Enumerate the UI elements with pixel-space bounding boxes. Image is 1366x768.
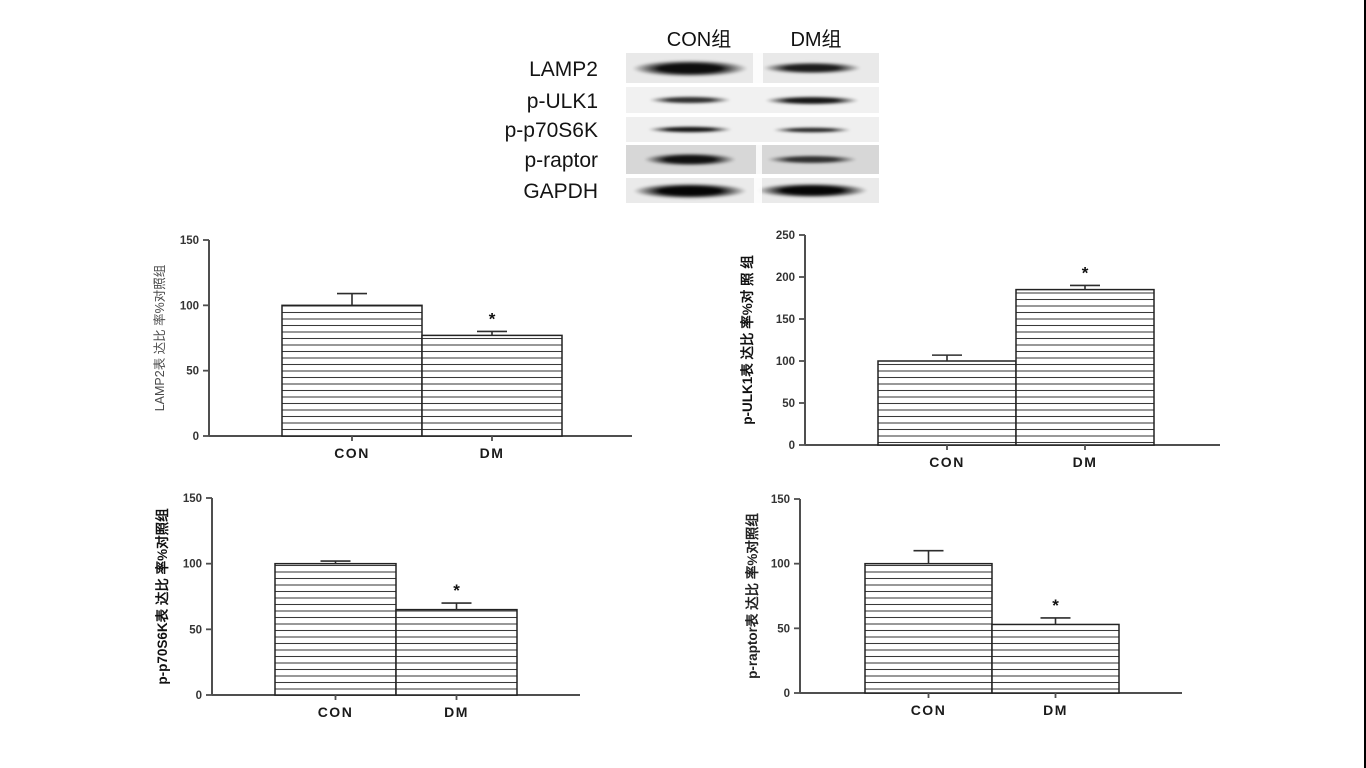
x-category-label-con: CON xyxy=(318,704,354,720)
y-tick-label: 0 xyxy=(196,690,202,702)
blot-label-gapdh: GAPDH xyxy=(523,180,598,203)
blot-rows: LAMP2 p-ULK1 p-p70S6K p-raptor GAPDH xyxy=(480,53,900,203)
right-border-line xyxy=(1364,0,1366,768)
blot-band-gapdh-dm xyxy=(755,183,869,198)
blot-label-p-raptor: p-raptor xyxy=(524,149,598,172)
blot-row-p-ulk1: p-ULK1 xyxy=(480,87,900,113)
significance-asterisk: * xyxy=(489,309,496,328)
y-tick-label: 150 xyxy=(180,235,199,247)
blot-band-p-raptor-con xyxy=(643,153,737,166)
blot-label-p-ulk1: p-ULK1 xyxy=(526,89,598,113)
lane-header-con: CON组 xyxy=(666,29,732,51)
x-category-label-dm: DM xyxy=(1043,702,1068,718)
western-blot-panel: CON组 DM组 LAMP2 p-ULK1 p-p70S6K p-raptor GAPD… xyxy=(480,15,900,215)
bar-dm xyxy=(395,608,518,696)
y-tick-label: 100 xyxy=(183,559,202,571)
y-tick-label: 50 xyxy=(782,398,795,410)
y-axis-title: LAMP2表 达比 率%对照组 xyxy=(152,265,167,412)
significance-asterisk: * xyxy=(453,581,460,600)
bar-chart-con-dm-0: 0 50 100 150 CON * DM LAMP2表 达比 率%对照组 xyxy=(152,235,632,461)
blot-band-gapdh-con xyxy=(632,182,748,199)
blot-band-p-raptor-dm xyxy=(766,155,858,164)
y-tick-label: 150 xyxy=(776,314,795,326)
y-tick-label: 0 xyxy=(784,688,790,700)
y-tick-label: 0 xyxy=(789,440,795,452)
x-category-label-dm: DM xyxy=(1073,454,1098,470)
x-category-label-con: CON xyxy=(929,454,965,470)
y-tick-label: 250 xyxy=(776,230,795,242)
blot-band-p-p70s6k-dm xyxy=(772,126,852,133)
bar-con xyxy=(864,562,993,694)
blot-row-lamp2: LAMP2 xyxy=(480,53,900,83)
blot-row-gapdh: GAPDH xyxy=(480,178,900,203)
bar-chart-con-dm-2: 0 50 100 150 CON * DM p-p70S6K表 达比 率%对照组 xyxy=(154,493,580,720)
blot-strip-p-p70s6k xyxy=(626,117,879,142)
blot-label-lamp2: LAMP2 xyxy=(529,57,598,81)
y-tick-label: 100 xyxy=(180,300,199,312)
y-axis-title: p-p70S6K表 达比 率%对照组 xyxy=(154,508,170,685)
x-category-label-con: CON xyxy=(911,702,947,718)
x-category-label-con: CON xyxy=(334,445,370,461)
y-tick-label: 200 xyxy=(776,272,795,284)
blot-strip-lamp2 xyxy=(626,53,879,83)
significance-asterisk: * xyxy=(1082,263,1089,282)
y-tick-label: 50 xyxy=(189,624,202,636)
blot-strip-gapdh xyxy=(626,178,879,203)
bar-dm xyxy=(1015,288,1155,446)
y-tick-label: 100 xyxy=(771,559,790,571)
bar-con xyxy=(281,304,423,437)
bar-chart-con-dm-1: 0 50 100 150 200 250 CON * DM p-ULK1表 达比 率%对 照 组 xyxy=(739,230,1220,470)
y-axis-title: p-raptor表 达比 率%对照组 xyxy=(744,513,760,679)
x-category-label-dm: DM xyxy=(480,445,505,461)
y-tick-label: 50 xyxy=(186,366,199,378)
blot-band-p-p70s6k-con xyxy=(647,126,733,133)
blot-strip-p-ulk1 xyxy=(626,87,879,113)
blot-band-p-ulk1-dm xyxy=(764,95,860,105)
bar-con xyxy=(274,562,397,696)
bar-chart-con-dm-3: 0 50 100 150 CON * DM p-raptor表 达比 率%对照组 xyxy=(744,494,1182,718)
significance-asterisk: * xyxy=(1052,596,1059,615)
blot-band-lamp2-dm xyxy=(762,62,862,74)
blot-strip-p-raptor xyxy=(626,145,879,174)
blot-row-p-p70s6k: p-p70S6K xyxy=(480,117,900,142)
lane-divider xyxy=(753,53,763,83)
lane-header-dm: DM组 xyxy=(790,29,842,51)
lane-divider xyxy=(756,145,762,174)
y-tick-label: 150 xyxy=(771,494,790,506)
blot-row-p-raptor: p-raptor xyxy=(480,145,900,174)
y-tick-label: 150 xyxy=(183,493,202,505)
blot-band-p-ulk1-con xyxy=(648,96,732,104)
lane-divider xyxy=(754,178,762,203)
y-tick-label: 100 xyxy=(776,356,795,368)
blot-band-lamp2-con xyxy=(631,59,749,77)
x-category-label-dm: DM xyxy=(444,704,469,720)
y-tick-label: 0 xyxy=(193,431,199,443)
blot-label-p-p70s6k: p-p70S6K xyxy=(504,119,598,142)
y-tick-label: 50 xyxy=(777,623,790,635)
y-axis-title: p-ULK1表 达比 率%对 照 组 xyxy=(739,255,755,425)
bar-con xyxy=(877,360,1017,446)
bar-dm xyxy=(991,623,1120,694)
bar-dm xyxy=(421,334,563,437)
